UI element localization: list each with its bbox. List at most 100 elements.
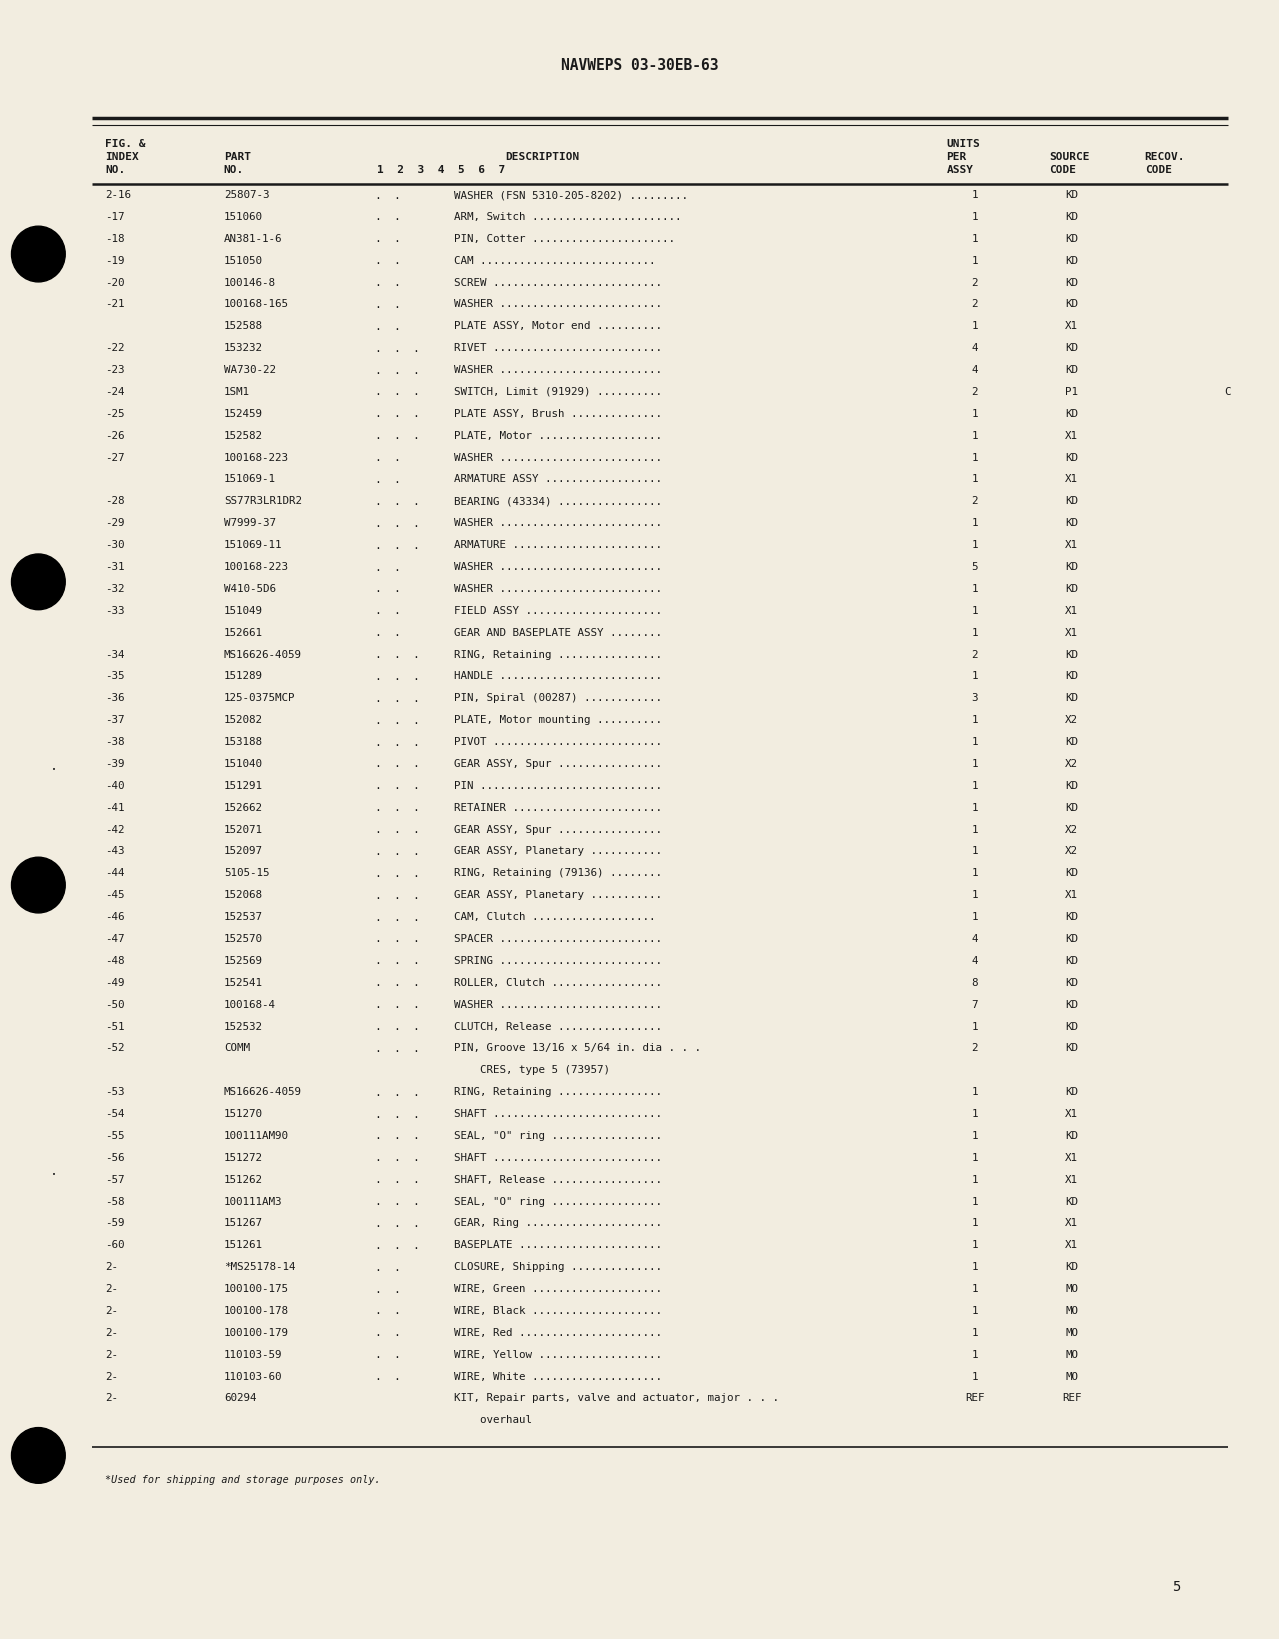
Text: X2: X2	[1065, 759, 1078, 769]
Text: .: .	[373, 516, 381, 529]
Text: RING, Retaining (79136) ........: RING, Retaining (79136) ........	[454, 869, 663, 879]
Text: KD: KD	[1065, 1196, 1078, 1206]
Text: CODE: CODE	[1145, 166, 1172, 175]
Text: 151069-11: 151069-11	[224, 541, 283, 551]
Text: .: .	[393, 1370, 400, 1383]
Text: 152537: 152537	[224, 911, 262, 923]
Text: 1: 1	[971, 672, 978, 682]
Text: C: C	[1224, 387, 1232, 397]
Text: -37: -37	[105, 715, 124, 724]
Text: ROLLER, Clutch .................: ROLLER, Clutch .................	[454, 978, 663, 988]
Text: .: .	[412, 911, 420, 924]
Text: .: .	[393, 1151, 400, 1164]
Text: -22: -22	[105, 343, 124, 354]
Text: SWITCH, Limit (91929) ..........: SWITCH, Limit (91929) ..........	[454, 387, 663, 397]
Text: 100100-178: 100100-178	[224, 1306, 289, 1316]
Text: .: .	[393, 451, 400, 464]
Text: .: .	[412, 1195, 420, 1208]
Text: .: .	[412, 408, 420, 420]
Text: .: .	[393, 254, 400, 267]
Text: 152541: 152541	[224, 978, 262, 988]
Text: .: .	[373, 474, 381, 487]
Text: BEARING (43334) ................: BEARING (43334) ................	[454, 497, 663, 506]
Text: .: .	[393, 582, 400, 595]
Text: .: .	[393, 1260, 400, 1274]
Text: FIG. &: FIG. &	[105, 139, 146, 149]
Text: .: .	[412, 823, 420, 836]
Text: CRES, type 5 (73957): CRES, type 5 (73957)	[454, 1065, 610, 1075]
Text: .: .	[373, 1174, 381, 1187]
Text: .: .	[393, 954, 400, 967]
Text: .: .	[393, 933, 400, 946]
Text: -34: -34	[105, 649, 124, 659]
Text: .: .	[412, 933, 420, 946]
Text: .: .	[393, 429, 400, 443]
Text: .: .	[373, 954, 381, 967]
Text: X1: X1	[1065, 890, 1078, 900]
Text: .: .	[393, 757, 400, 770]
Text: -57: -57	[105, 1175, 124, 1185]
Text: .: .	[412, 341, 420, 354]
Text: .: .	[412, 495, 420, 508]
Text: .: .	[393, 341, 400, 354]
Text: RIVET ..........................: RIVET ..........................	[454, 343, 663, 354]
Text: 3: 3	[971, 693, 978, 703]
Text: .: .	[393, 1085, 400, 1098]
Text: 1: 1	[971, 628, 978, 638]
Text: ASSY: ASSY	[946, 166, 973, 175]
Text: GEAR ASSY, Planetary ...........: GEAR ASSY, Planetary ...........	[454, 890, 663, 900]
Text: .: .	[373, 1129, 381, 1142]
Text: PIN, Cotter ......................: PIN, Cotter ......................	[454, 234, 675, 244]
Text: 152459: 152459	[224, 408, 262, 420]
Text: 2-: 2-	[105, 1328, 118, 1337]
Text: WIRE, Black ....................: WIRE, Black ....................	[454, 1306, 663, 1316]
Text: .: .	[393, 823, 400, 836]
Text: 153232: 153232	[224, 343, 262, 354]
Text: .: .	[393, 275, 400, 288]
Text: X2: X2	[1065, 824, 1078, 834]
Text: -56: -56	[105, 1152, 124, 1162]
Text: WASHER .........................: WASHER .........................	[454, 562, 663, 572]
Text: 2-: 2-	[105, 1349, 118, 1360]
Text: 1: 1	[971, 738, 978, 747]
Text: 1  2  3  4  5  6  7: 1 2 3 4 5 6 7	[377, 166, 505, 175]
Text: KD: KD	[1065, 1131, 1078, 1141]
Text: 110103-60: 110103-60	[224, 1372, 283, 1382]
Text: .: .	[373, 823, 381, 836]
Text: -18: -18	[105, 234, 124, 244]
Text: .: .	[393, 801, 400, 815]
Text: FIELD ASSY .....................: FIELD ASSY .....................	[454, 606, 663, 616]
Text: KD: KD	[1065, 190, 1078, 200]
Text: KD: KD	[1065, 911, 1078, 923]
Text: KD: KD	[1065, 1021, 1078, 1031]
Text: SPRING .........................: SPRING .........................	[454, 956, 663, 965]
Text: .: .	[373, 1108, 381, 1121]
Text: .: .	[393, 1195, 400, 1208]
Text: .: .	[373, 385, 381, 398]
Text: 2-: 2-	[105, 1306, 118, 1316]
Text: MO: MO	[1065, 1283, 1078, 1295]
Text: .: .	[412, 429, 420, 443]
Text: .: .	[393, 977, 400, 990]
Text: -55: -55	[105, 1131, 124, 1141]
Text: .: .	[412, 647, 420, 661]
Text: .: .	[393, 1042, 400, 1056]
Text: 1: 1	[971, 321, 978, 331]
Text: SPACER .........................: SPACER .........................	[454, 934, 663, 944]
Text: X1: X1	[1065, 1241, 1078, 1251]
Text: .: .	[393, 998, 400, 1011]
Text: .: .	[393, 647, 400, 661]
Text: PLATE ASSY, Motor end ..........: PLATE ASSY, Motor end ..........	[454, 321, 663, 331]
Text: 2: 2	[971, 649, 978, 659]
Text: KD: KD	[1065, 211, 1078, 221]
Text: NAVWEPS 03-30EB-63: NAVWEPS 03-30EB-63	[560, 57, 719, 74]
Text: .: .	[412, 1108, 420, 1121]
Text: -58: -58	[105, 1196, 124, 1206]
Text: .: .	[373, 888, 381, 901]
Text: .: .	[373, 1019, 381, 1033]
Text: 152068: 152068	[224, 890, 262, 900]
Text: PIN, Groove 13/16 x 5/64 in. dia . . .: PIN, Groove 13/16 x 5/64 in. dia . . .	[454, 1044, 701, 1054]
Text: 152582: 152582	[224, 431, 262, 441]
Text: -23: -23	[105, 365, 124, 375]
Text: CODE: CODE	[1049, 166, 1076, 175]
